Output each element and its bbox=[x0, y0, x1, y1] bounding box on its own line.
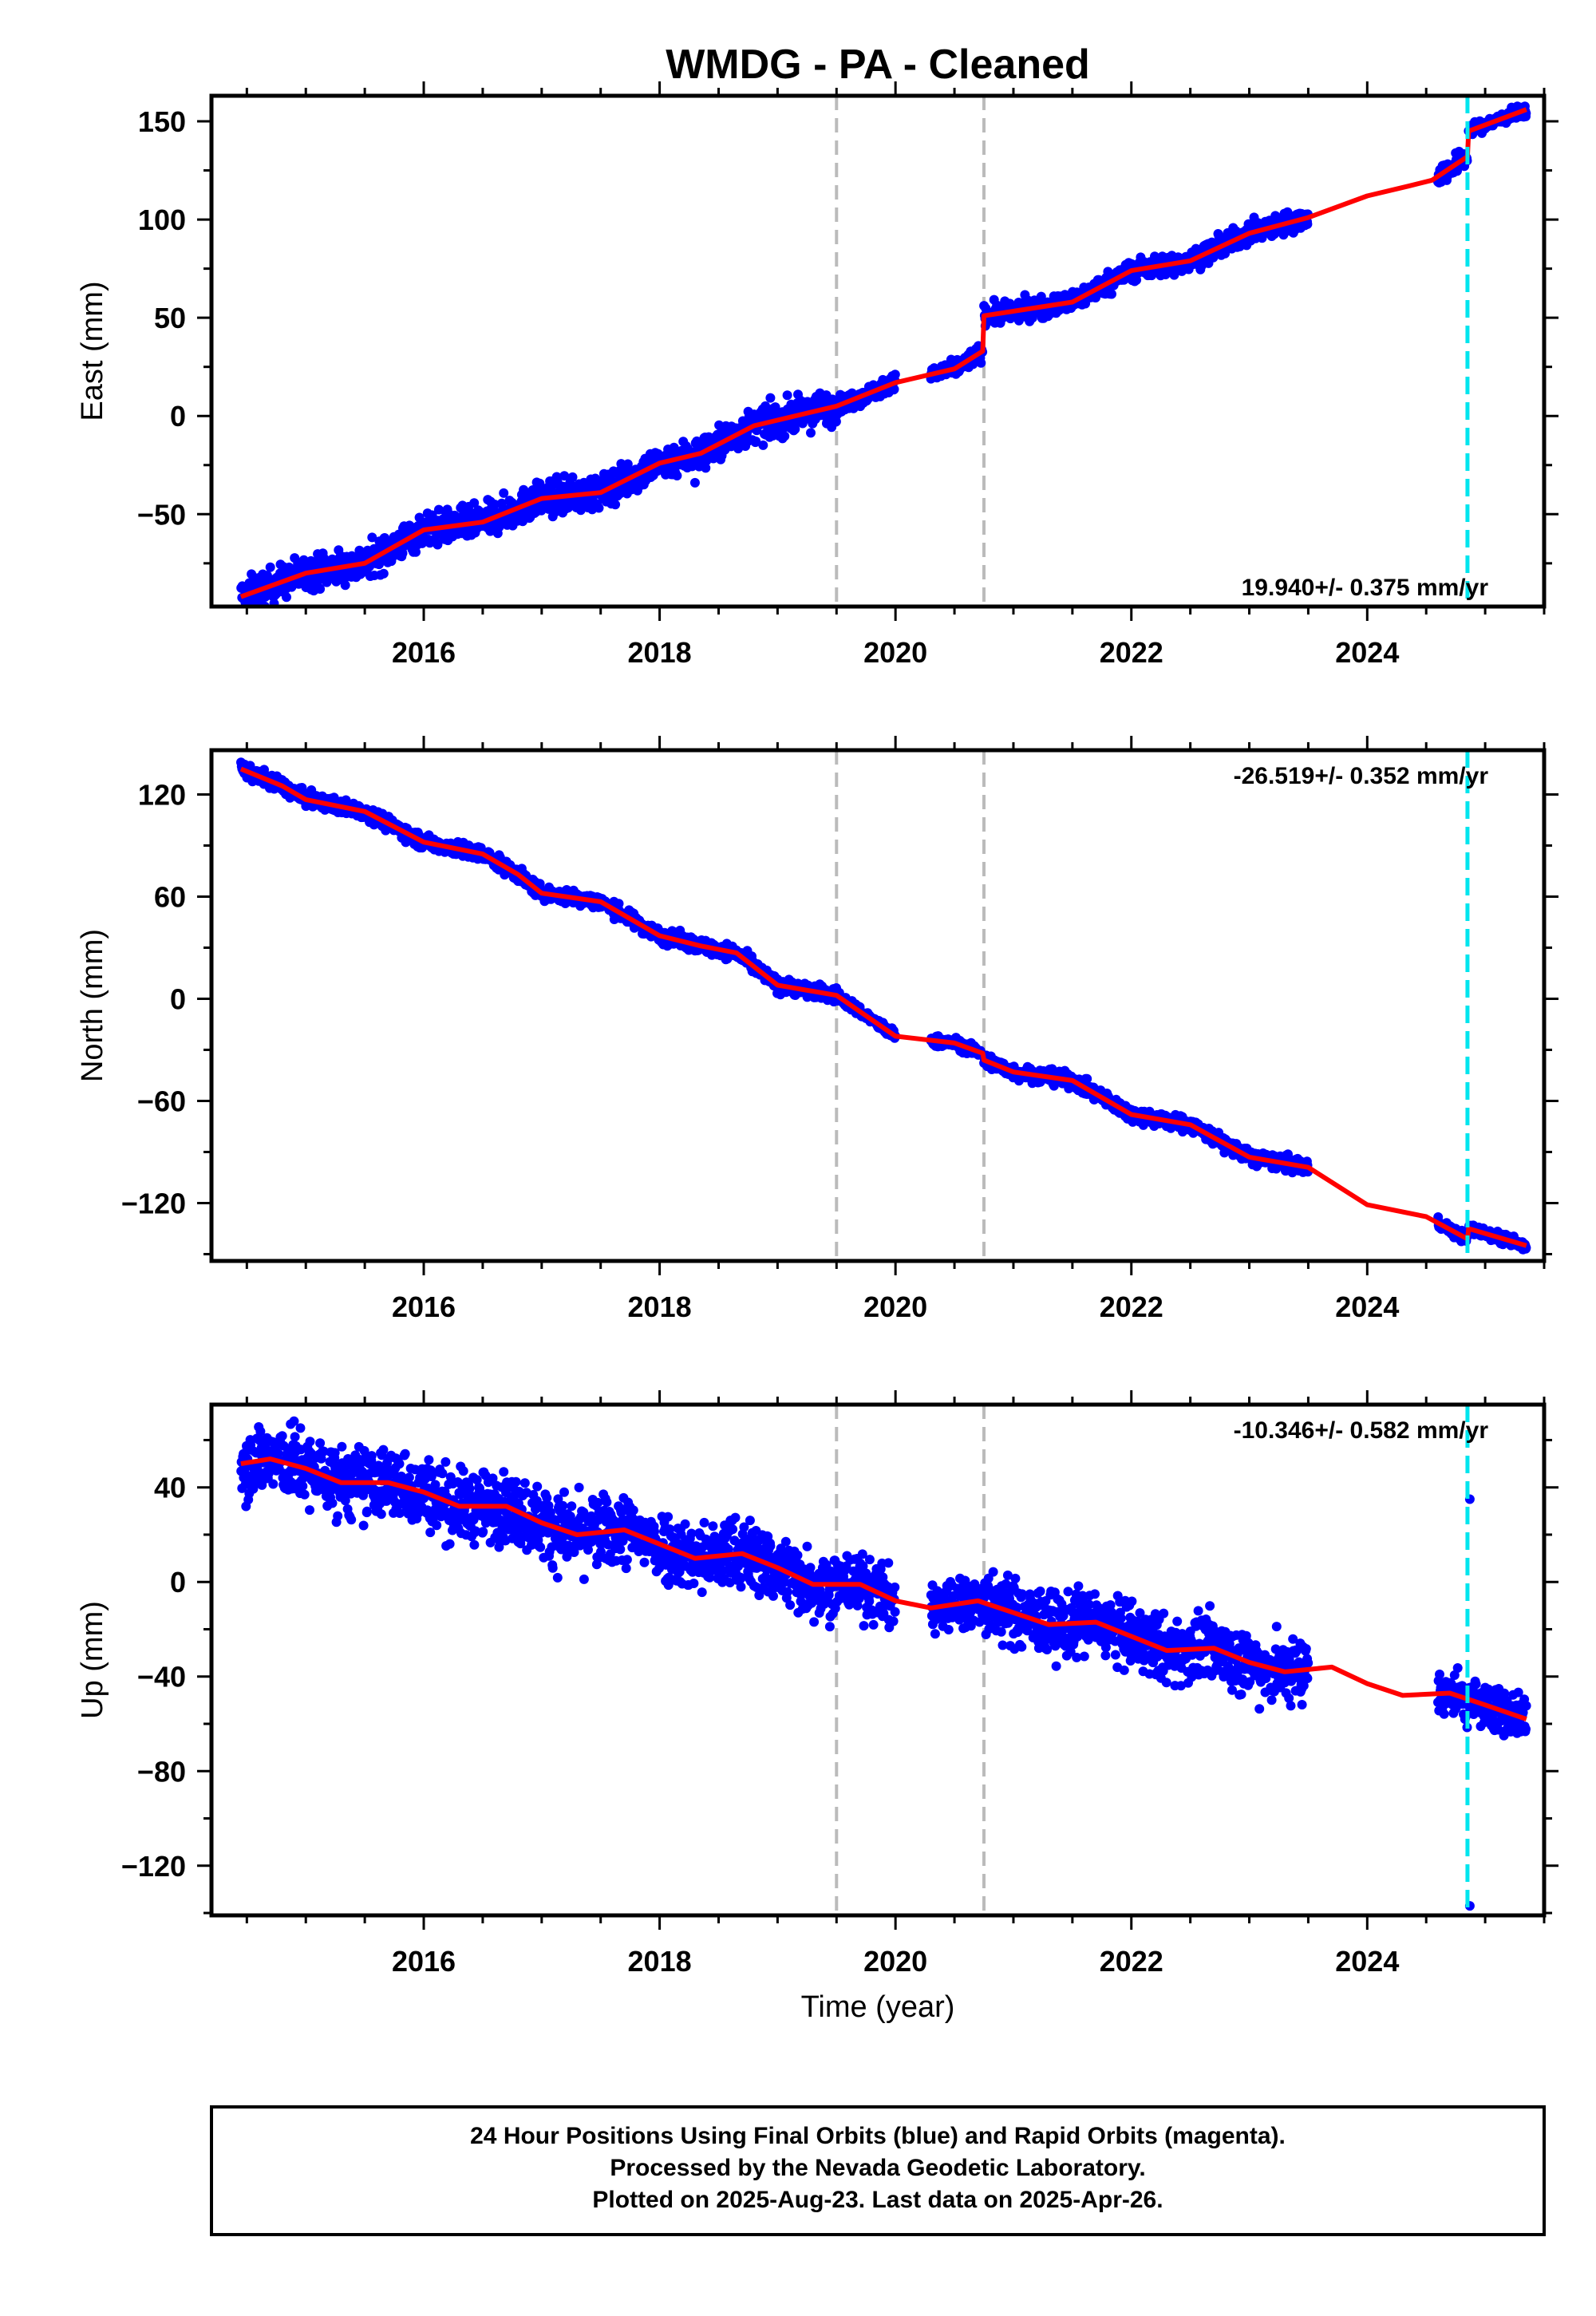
data-point bbox=[782, 390, 792, 401]
data-point bbox=[1107, 289, 1116, 299]
y-axis-label: East (mm) bbox=[76, 281, 109, 421]
data-point bbox=[622, 459, 633, 469]
data-point bbox=[433, 539, 443, 550]
x-tick-label: 2016 bbox=[392, 636, 456, 669]
outlier-point bbox=[689, 477, 700, 488]
data-point bbox=[567, 472, 578, 482]
data-point bbox=[806, 428, 816, 438]
data-point bbox=[575, 505, 586, 516]
data-point bbox=[469, 498, 480, 508]
data-point bbox=[701, 463, 711, 473]
plot-contents bbox=[236, 750, 1531, 1261]
data-point bbox=[315, 584, 326, 594]
data-point bbox=[378, 568, 389, 579]
y-tick-label: 100 bbox=[138, 204, 186, 236]
x-tick-label: 2020 bbox=[863, 636, 927, 669]
y-tick-label: 50 bbox=[154, 302, 186, 334]
data-point bbox=[367, 532, 377, 543]
y-tick-label: 150 bbox=[138, 105, 186, 138]
data-point bbox=[758, 440, 768, 450]
data-point bbox=[322, 577, 332, 587]
data-point bbox=[499, 488, 509, 498]
data-point bbox=[340, 580, 350, 591]
data-point bbox=[976, 358, 986, 368]
data-point bbox=[411, 547, 421, 557]
data-point bbox=[519, 487, 530, 496]
data-point bbox=[1082, 1073, 1092, 1084]
velocity-annotation: 19.940+/- 0.375 mm/yr bbox=[1242, 575, 1489, 601]
plot-border bbox=[209, 93, 1547, 609]
data-point bbox=[1047, 1064, 1057, 1074]
y-tick-label: 0 bbox=[170, 400, 186, 433]
x-tick-label: 2018 bbox=[628, 636, 692, 669]
data-point bbox=[594, 503, 604, 513]
data-point bbox=[489, 500, 500, 509]
y-tick-label: −50 bbox=[137, 498, 186, 531]
data-point bbox=[889, 384, 899, 394]
data-point bbox=[535, 879, 545, 889]
data-point bbox=[1302, 219, 1313, 229]
data-point bbox=[265, 562, 275, 572]
data-point bbox=[559, 471, 570, 481]
x-tick-label: 2022 bbox=[1100, 636, 1163, 669]
chart-title: WMDG - PA - Cleaned bbox=[666, 41, 1090, 88]
data-point bbox=[672, 471, 682, 480]
data-point bbox=[760, 401, 771, 411]
data-point bbox=[751, 437, 761, 446]
data-point bbox=[610, 500, 621, 510]
plot-contents bbox=[236, 96, 1531, 607]
data-point bbox=[614, 899, 624, 909]
data-point bbox=[765, 393, 776, 403]
data-point bbox=[780, 431, 790, 441]
east-panel: 2016 2018 2020 2022 2024 −50 0 50 100 150 East (mm… bbox=[76, 81, 1558, 669]
data-point bbox=[890, 370, 900, 380]
model-line bbox=[239, 107, 1527, 599]
x-tick-label: 2024 bbox=[1335, 636, 1399, 669]
data-point bbox=[282, 592, 291, 603]
